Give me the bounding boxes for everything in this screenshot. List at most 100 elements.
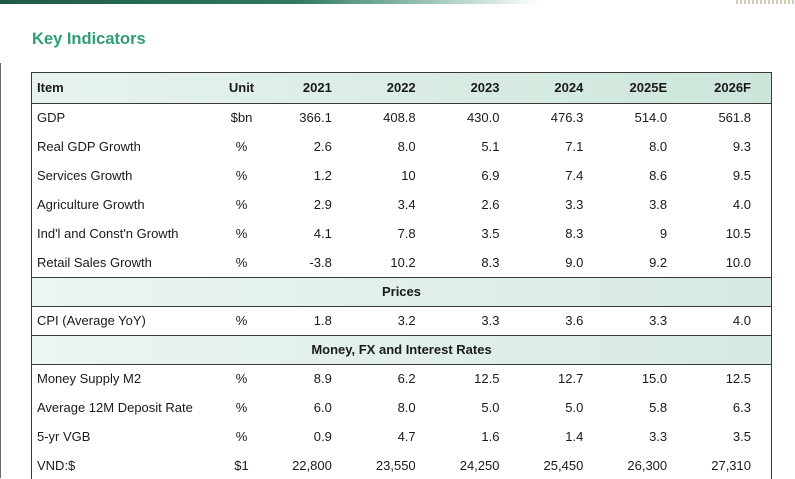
cell-2022: 10.2 (390, 254, 416, 270)
cell-2022: 23,550 (375, 458, 416, 473)
cell-2026f: 10.0 (725, 254, 751, 270)
cell-2025e: 3.3 (649, 313, 668, 328)
cell-2023: 1.6 (481, 429, 500, 444)
cell-2025e: 5.8 (649, 400, 668, 415)
cell-2025e: 8.0 (649, 139, 668, 154)
cell-2022: 6.2 (397, 371, 416, 387)
cell-2026f: 3.5 (732, 429, 751, 444)
header-2023: 2023 (435, 73, 520, 104)
cell-item: Average 12M Deposit Rate (37, 400, 193, 415)
cell-2025e: 9.2 (649, 254, 668, 270)
cell-2024: 9.0 (565, 254, 584, 270)
cell-2023: 5.0 (481, 400, 500, 415)
cell-unit: % (235, 139, 248, 154)
header-2024: 2024 (519, 73, 604, 104)
table-row: Money Supply M2% 8.9 6.2 12.5 12.7 15.0 12.5 (32, 364, 771, 393)
cell-2023: 2.6 (481, 197, 500, 212)
cell-2024: 25,450 (543, 458, 584, 473)
cell-2022: 7.8 (397, 226, 416, 241)
cell-2022: 10 (401, 168, 416, 183)
cell-unit: $1 (234, 458, 249, 473)
cell-2023: 5.1 (481, 139, 500, 154)
cell-2026f: 12.5 (725, 371, 751, 387)
cell-2025e: 8.6 (649, 168, 668, 183)
cell-2022: 8.0 (397, 400, 416, 415)
cell-2021: 2.9 (313, 197, 332, 212)
cell-2021: 4.1 (313, 226, 332, 241)
top-dotted-ornament (736, 0, 795, 4)
cell-2024: 1.4 (565, 429, 584, 444)
cell-2021: 1.2 (313, 168, 332, 183)
top-accent-bar (0, 0, 540, 4)
cell-item: CPI (Average YoY) (37, 313, 146, 328)
cell-unit: % (235, 400, 248, 415)
cell-unit: % (235, 197, 248, 212)
cell-2022: 3.2 (397, 313, 416, 328)
key-indicators-table-container: Item Unit 2021 2022 2023 2024 2025E 2026… (31, 72, 772, 479)
cell-2024: 8.3 (565, 226, 584, 241)
table-row: 5-yr VGB% 0.9 4.7 1.6 1.4 3.3 3.5 (32, 422, 771, 451)
table-header-row: Item Unit 2021 2022 2023 2024 2025E 2026… (32, 73, 771, 104)
table-row: VND:$ $1 22,800 23,550 24,250 25,450 26,300 27,… (32, 451, 771, 479)
cell-2021: 6.0 (313, 400, 332, 415)
cell-2025e: 15.0 (641, 371, 668, 387)
cell-2021: 8.9 (313, 371, 332, 387)
cell-2023: 3.3 (481, 313, 500, 328)
cell-2021: 2.6 (313, 139, 332, 154)
cell-2023: 8.3 (481, 254, 500, 270)
cell-2023: 24,250 (459, 458, 500, 473)
cell-2024: 7.1 (565, 139, 584, 154)
page-left-rule (0, 63, 1, 478)
cell-2026f: 4.0 (732, 197, 751, 212)
cell-unit: % (235, 226, 248, 241)
header-2025e: 2025E (603, 73, 688, 104)
cell-item: Ind'l and Const'n Growth (37, 226, 179, 241)
table-row: Services Growth% 1.2 10 6.9 7.4 8.6 9.5 (32, 161, 771, 190)
cell-item: Services Growth (37, 168, 133, 183)
section-title: Money, FX and Interest Rates (32, 334, 771, 365)
cell-2024: 5.0 (565, 400, 584, 415)
cell-unit: % (235, 254, 248, 270)
cell-2022: 8.0 (397, 139, 416, 154)
header-item: Item (32, 73, 215, 104)
cell-item: Money Supply M2 (37, 371, 142, 387)
cell-2024: 3.3 (565, 197, 584, 212)
table-row: Agriculture Growth% 2.9 3.4 2.6 3.3 3.8 4.0 (32, 190, 771, 219)
cell-2026f: 6.3 (732, 400, 751, 415)
table-row: CPI (Average YoY)% 1.8 3.2 3.3 3.6 3.3 4.0 (32, 306, 771, 335)
header-2021: 2021 (268, 73, 352, 104)
cell-2026f: 9.3 (732, 139, 751, 154)
cell-2021: 0.9 (313, 429, 332, 444)
cell-item: VND:$ (37, 458, 76, 473)
header-unit: Unit (215, 73, 268, 104)
header-2022: 2022 (351, 73, 436, 104)
cell-2021: 366.1 (299, 110, 332, 126)
cell-unit: % (235, 168, 248, 183)
table-row: GDP $bn 366.1 408.8 430.0 476.3 514.0 561.8 (32, 103, 771, 132)
table-row: Average 12M Deposit Rate% 6.0 8.0 5.0 5.0 5.8… (32, 393, 771, 422)
cell-2022: 408.8 (383, 110, 416, 126)
cell-2025e: 514.0 (634, 110, 668, 126)
cell-unit: % (235, 371, 248, 387)
cell-2026f: 10.5 (725, 226, 751, 241)
cell-2024: 3.6 (565, 313, 584, 328)
cell-unit: $bn (230, 110, 253, 126)
cell-2021: -3.8 (309, 254, 332, 270)
cell-2023: 6.9 (481, 168, 500, 183)
cell-unit: % (235, 313, 248, 328)
cell-2023: 430.0 (466, 110, 500, 126)
cell-2025e: 9 (659, 226, 668, 241)
cell-2026f: 4.0 (732, 313, 751, 328)
table-row: Retail Sales Growth% -3.8 10.2 8.3 9.0 9.2 10.… (32, 248, 771, 277)
cell-2026f: 9.5 (732, 168, 751, 183)
key-indicators-table: Item Unit 2021 2022 2023 2024 2025E 2026… (32, 73, 771, 479)
cell-2025e: 3.8 (649, 197, 668, 212)
header-2026f: 2026F (687, 73, 771, 104)
cell-2025e: 26,300 (627, 458, 668, 473)
cell-2024: 12.7 (558, 371, 584, 387)
cell-item: GDP (37, 110, 66, 126)
cell-unit: % (235, 429, 248, 444)
cell-2026f: 561.8 (718, 110, 751, 126)
section-title: Prices (32, 276, 771, 307)
cell-item: 5-yr VGB (37, 429, 91, 444)
